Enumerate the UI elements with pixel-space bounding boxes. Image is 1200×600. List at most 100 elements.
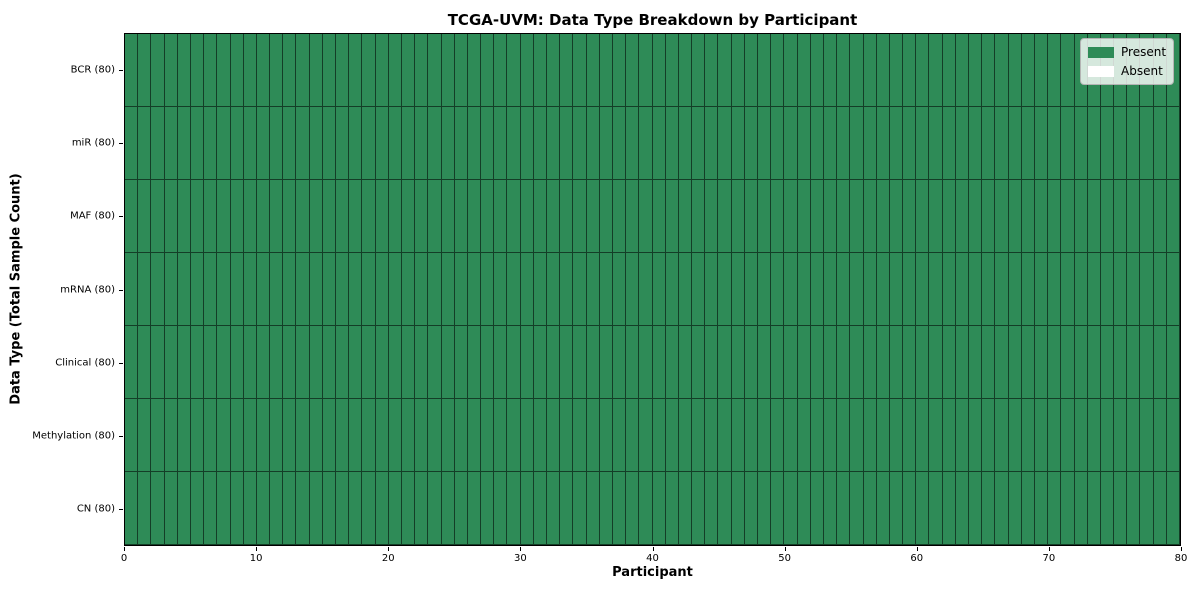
- heatmap-cell: [784, 326, 798, 399]
- heatmap-cell: [467, 326, 482, 399]
- heatmap-cell: [823, 326, 838, 399]
- heatmap-cell: [916, 399, 930, 472]
- plot-area: [124, 33, 1181, 546]
- heatmap-cell: [1048, 34, 1062, 107]
- heatmap-cell: [1008, 326, 1022, 399]
- heatmap-cell: [955, 399, 969, 472]
- heatmap-cell: [1048, 472, 1062, 545]
- heatmap-cell: [718, 326, 732, 399]
- legend-item: Absent: [1088, 64, 1166, 78]
- heatmap-cell: [652, 34, 666, 107]
- heatmap-cell: [586, 34, 600, 107]
- x-tick-label: 0: [120, 553, 128, 564]
- heatmap-cell: [151, 253, 165, 326]
- heatmap-cell: [705, 107, 719, 180]
- heatmap-cell: [1166, 180, 1180, 253]
- heatmap-cell: [1034, 253, 1049, 326]
- heatmap-cell: [256, 253, 271, 326]
- heatmap-cell: [678, 180, 693, 253]
- heatmap-cell: [138, 34, 152, 107]
- heatmap-cell: [507, 107, 521, 180]
- legend-swatch: [1088, 65, 1114, 77]
- heatmap-cell: [1021, 107, 1035, 180]
- heatmap-cell: [850, 107, 864, 180]
- heatmap-cell: [850, 326, 864, 399]
- x-tick-mark: [784, 547, 786, 551]
- heatmap-cell: [850, 253, 864, 326]
- heatmap-cell: [125, 399, 139, 472]
- heatmap-cell: [678, 34, 693, 107]
- heatmap-cell: [190, 399, 205, 472]
- heatmap-cell: [204, 399, 218, 472]
- heatmap-cell: [1048, 399, 1062, 472]
- heatmap-cell: [520, 180, 534, 253]
- heatmap-cell: [955, 326, 969, 399]
- heatmap-cell: [454, 326, 468, 399]
- heatmap-cell: [270, 253, 284, 326]
- heatmap-cell: [692, 180, 706, 253]
- x-tick-label: 50: [778, 553, 791, 564]
- heatmap-cell: [955, 180, 969, 253]
- heatmap-cell: [230, 180, 244, 253]
- heatmap-cell: [336, 34, 350, 107]
- heatmap-cell: [520, 107, 534, 180]
- heatmap-cell: [982, 326, 996, 399]
- heatmap-cell: [969, 326, 983, 399]
- heatmap-cell: [441, 180, 455, 253]
- heatmap-cell: [494, 34, 508, 107]
- heatmap-cell: [256, 107, 271, 180]
- heatmap-cell: [586, 180, 600, 253]
- y-tick-mark: [119, 142, 123, 144]
- heatmap-cell: [204, 34, 218, 107]
- heatmap-cell: [995, 399, 1009, 472]
- heatmap-cell: [705, 326, 719, 399]
- heatmap-cell: [955, 107, 969, 180]
- heatmap-cell: [876, 399, 890, 472]
- heatmap-cell: [731, 399, 745, 472]
- y-tick-label: miR (80): [71, 137, 115, 149]
- heatmap-cell: [599, 180, 613, 253]
- heatmap-cell: [441, 253, 455, 326]
- heatmap-cell: [823, 399, 838, 472]
- heatmap-cell: [1008, 107, 1022, 180]
- heatmap-cell: [837, 34, 851, 107]
- heatmap-cell: [296, 180, 310, 253]
- heatmap-cell: [388, 34, 402, 107]
- heatmap-cell: [217, 326, 231, 399]
- heatmap-cell: [1074, 107, 1088, 180]
- heatmap-cell: [969, 253, 983, 326]
- heatmap-cell: [270, 399, 284, 472]
- heatmap-cell: [876, 107, 890, 180]
- heatmap-cell: [718, 180, 732, 253]
- heatmap-cell: [1153, 399, 1167, 472]
- heatmap-cell: [533, 180, 547, 253]
- heatmap-cell: [362, 180, 376, 253]
- heatmap-cell: [1061, 180, 1075, 253]
- x-tick-label: 80: [1174, 553, 1188, 564]
- heatmap-cell: [942, 180, 956, 253]
- heatmap-cell: [533, 399, 547, 472]
- heatmap-cell: [138, 253, 152, 326]
- heatmap-cell: [190, 34, 205, 107]
- heatmap-cell: [1166, 253, 1180, 326]
- heatmap-cell: [467, 180, 482, 253]
- x-tick-label: 20: [381, 553, 395, 564]
- heatmap-cell: [1140, 107, 1154, 180]
- heatmap-cell: [415, 326, 429, 399]
- heatmap-cell: [744, 180, 758, 253]
- heatmap-cell: [454, 253, 468, 326]
- heatmap-cell: [1074, 180, 1088, 253]
- heatmap-cell: [467, 472, 482, 545]
- heatmap-cell: [270, 34, 284, 107]
- heatmap-cell: [336, 253, 350, 326]
- heatmap-cell: [388, 399, 402, 472]
- heatmap-cell: [362, 326, 376, 399]
- heatmap-cell: [547, 472, 561, 545]
- heatmap-cell: [349, 472, 363, 545]
- heatmap-cell: [270, 180, 284, 253]
- heatmap-cell: [639, 107, 653, 180]
- heatmap-cell: [164, 253, 178, 326]
- heatmap-cell: [217, 107, 231, 180]
- heatmap-cell: [784, 180, 798, 253]
- heatmap-cell: [1114, 107, 1128, 180]
